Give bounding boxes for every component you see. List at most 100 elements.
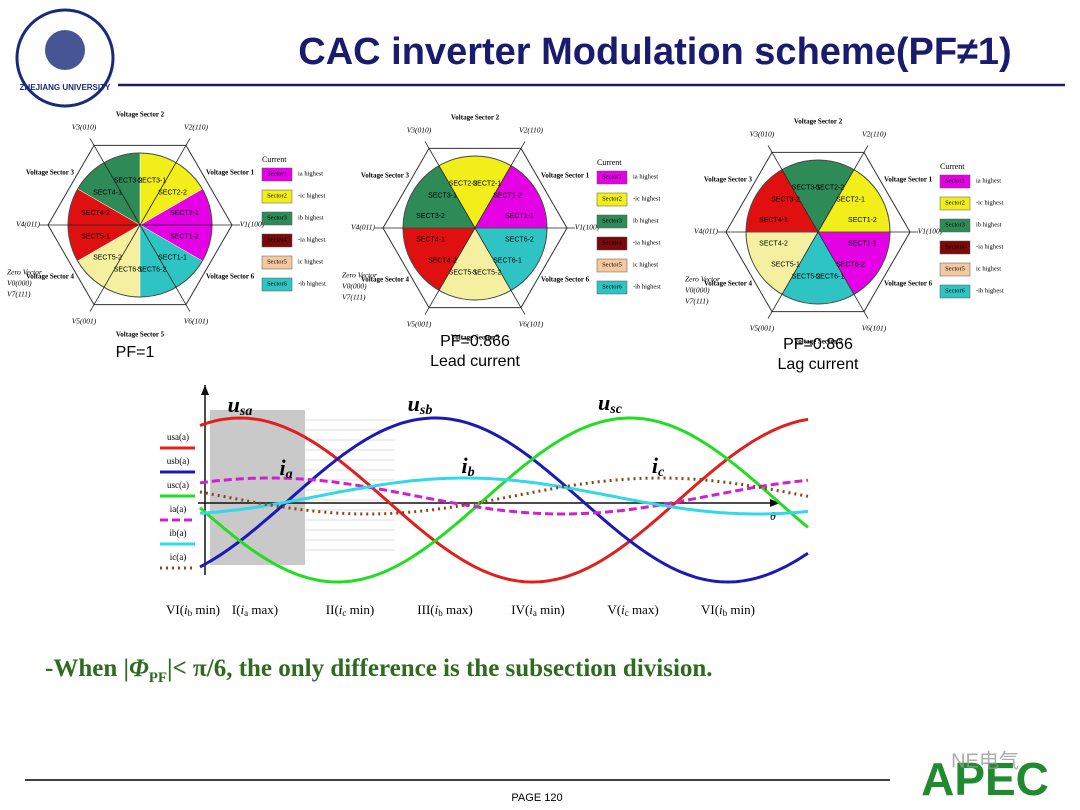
voltage-sector-label: Voltage Sector 5 xyxy=(116,331,165,339)
curve-label-sub: sb xyxy=(419,403,432,418)
vector-label: V1(100) xyxy=(575,223,600,232)
section-label-part: min) xyxy=(192,602,220,617)
vector-arrow xyxy=(89,224,141,312)
vector-label: V4(011) xyxy=(16,220,41,229)
axis-label: θ xyxy=(770,509,776,523)
wave-legend-label: usa(a) xyxy=(167,432,189,442)
segment-label: SECT6-2 xyxy=(505,237,534,244)
legend-swatch xyxy=(261,233,293,248)
legend-label: Sector1 xyxy=(267,170,287,177)
section-label-part: i xyxy=(241,602,245,617)
legend-label: Sector6 xyxy=(267,280,288,287)
zero-vector-label: V0(000) xyxy=(7,279,32,288)
segment-label: SECT4-2 xyxy=(428,257,457,264)
section-label-part: i xyxy=(435,602,439,617)
section-label: III(ib max) xyxy=(417,602,472,618)
section-label-part: max) xyxy=(248,602,278,617)
segment-label: SECT5-1 xyxy=(771,261,800,268)
legend-label: Sector3 xyxy=(945,221,965,228)
section-label-part: b xyxy=(723,608,728,618)
current-curve xyxy=(199,476,809,516)
segment-label: SECT5-2 xyxy=(93,254,122,261)
wave-legend-label: ib(a) xyxy=(170,528,187,538)
section-label-part: V( xyxy=(607,602,621,617)
vector-label: V4(011) xyxy=(351,223,376,232)
legend-label: Sector5 xyxy=(945,265,965,272)
wave-legend-label: ia(a) xyxy=(170,504,186,514)
segment-label: SECT4-2 xyxy=(81,210,110,217)
curve-label-main: u xyxy=(408,391,420,416)
legend-note: ib highest xyxy=(633,217,659,224)
segment-label: SECT3-1 xyxy=(428,192,457,199)
vector-label: V6(101) xyxy=(184,317,209,326)
vector-label: V2(110) xyxy=(184,123,209,132)
vector-label: V5(001) xyxy=(407,320,432,329)
curve-label-main: i xyxy=(279,455,286,480)
vector-arrow xyxy=(139,138,191,226)
legend-label: Sector2 xyxy=(602,195,622,202)
voltage-sector-label: Voltage Sector 4 xyxy=(26,273,75,281)
legend-label: Sector6 xyxy=(602,283,623,290)
section-label: V(ic max) xyxy=(607,602,658,618)
note-text: |< π/6, the only difference is the subse… xyxy=(167,655,713,682)
section-label-part: I( xyxy=(232,602,241,617)
section-label-part: min) xyxy=(346,602,374,617)
curve-label-main: i xyxy=(652,453,659,478)
segment-label: SECT2-1 xyxy=(473,180,502,187)
section-label-part: min) xyxy=(727,602,755,617)
legend-label: Sector2 xyxy=(945,199,965,206)
section-label-part: c xyxy=(342,608,346,618)
voltage-curve xyxy=(199,416,809,584)
voltage-sector-label: Voltage Sector 2 xyxy=(451,114,500,122)
segment-label: SECT2-2 xyxy=(158,189,187,196)
section-label-part: max) xyxy=(443,602,473,617)
legend-note: -ib highest xyxy=(633,283,661,290)
segment-label: SECT2-2 xyxy=(449,180,478,187)
wave-legend-label: usb(a) xyxy=(167,456,190,466)
legend-swatch xyxy=(939,240,971,255)
zero-vector-label: V0(000) xyxy=(342,282,367,291)
vector-arrow xyxy=(767,145,819,233)
legend-note: ib highest xyxy=(976,221,1002,228)
legend-note: ib highest xyxy=(298,214,324,221)
legend-title: Current xyxy=(262,155,287,164)
zero-vector-label: V7(111) xyxy=(685,297,709,306)
logo-text: ZHEJIANG UNIVERSITY xyxy=(20,83,111,92)
legend-swatch xyxy=(261,255,293,270)
section-label-part: II( xyxy=(326,602,339,617)
voltage-sector-label: Voltage Sector 4 xyxy=(704,280,753,288)
page-number: PAGE 120 xyxy=(511,792,562,804)
legend-label: Sector6 xyxy=(945,287,966,294)
curve-label: ib xyxy=(461,453,474,480)
diagram-caption: PF=0.866 xyxy=(783,336,853,353)
legend-swatch xyxy=(261,189,293,204)
current-curve xyxy=(199,476,809,516)
section-label-part: a xyxy=(533,608,537,618)
curve-label-sub: sc xyxy=(609,402,622,417)
segment-label: SECT5-2 xyxy=(473,269,502,276)
segment-label: SECT5-1 xyxy=(81,234,110,241)
legend-title: Current xyxy=(940,162,965,171)
legend-note: ic highest xyxy=(298,258,323,265)
shaded-region xyxy=(210,410,305,565)
voltage-sector-label: Voltage Sector 3 xyxy=(26,169,75,177)
diagram-caption: Lead current xyxy=(430,353,520,370)
section-label-part: VI( xyxy=(701,602,719,617)
vector-label: V2(110) xyxy=(519,126,544,135)
voltage-sector-label: Voltage Sector 5 xyxy=(794,338,843,346)
section-label-part: i xyxy=(621,602,625,617)
voltage-sector-label: Voltage Sector 3 xyxy=(704,176,753,184)
vector-label: V1(100) xyxy=(240,220,265,229)
legend-note: ia highest xyxy=(633,173,658,180)
diagram-caption: PF=0.866 xyxy=(440,333,510,350)
vector-label: V3(010) xyxy=(72,123,97,132)
segment-label: SECT1-1 xyxy=(158,254,187,261)
voltage-sector-label: Voltage Sector 6 xyxy=(884,280,933,288)
segment-label: SECT5-2 xyxy=(792,273,821,280)
segment-label: SECT6-1 xyxy=(114,266,143,273)
legend-title: Current xyxy=(597,158,622,167)
segment-label: SECT6-1 xyxy=(816,273,845,280)
legend-swatch xyxy=(939,218,971,233)
slide-title: CAC inverter Modulation scheme(PF≠1) xyxy=(298,31,1011,73)
